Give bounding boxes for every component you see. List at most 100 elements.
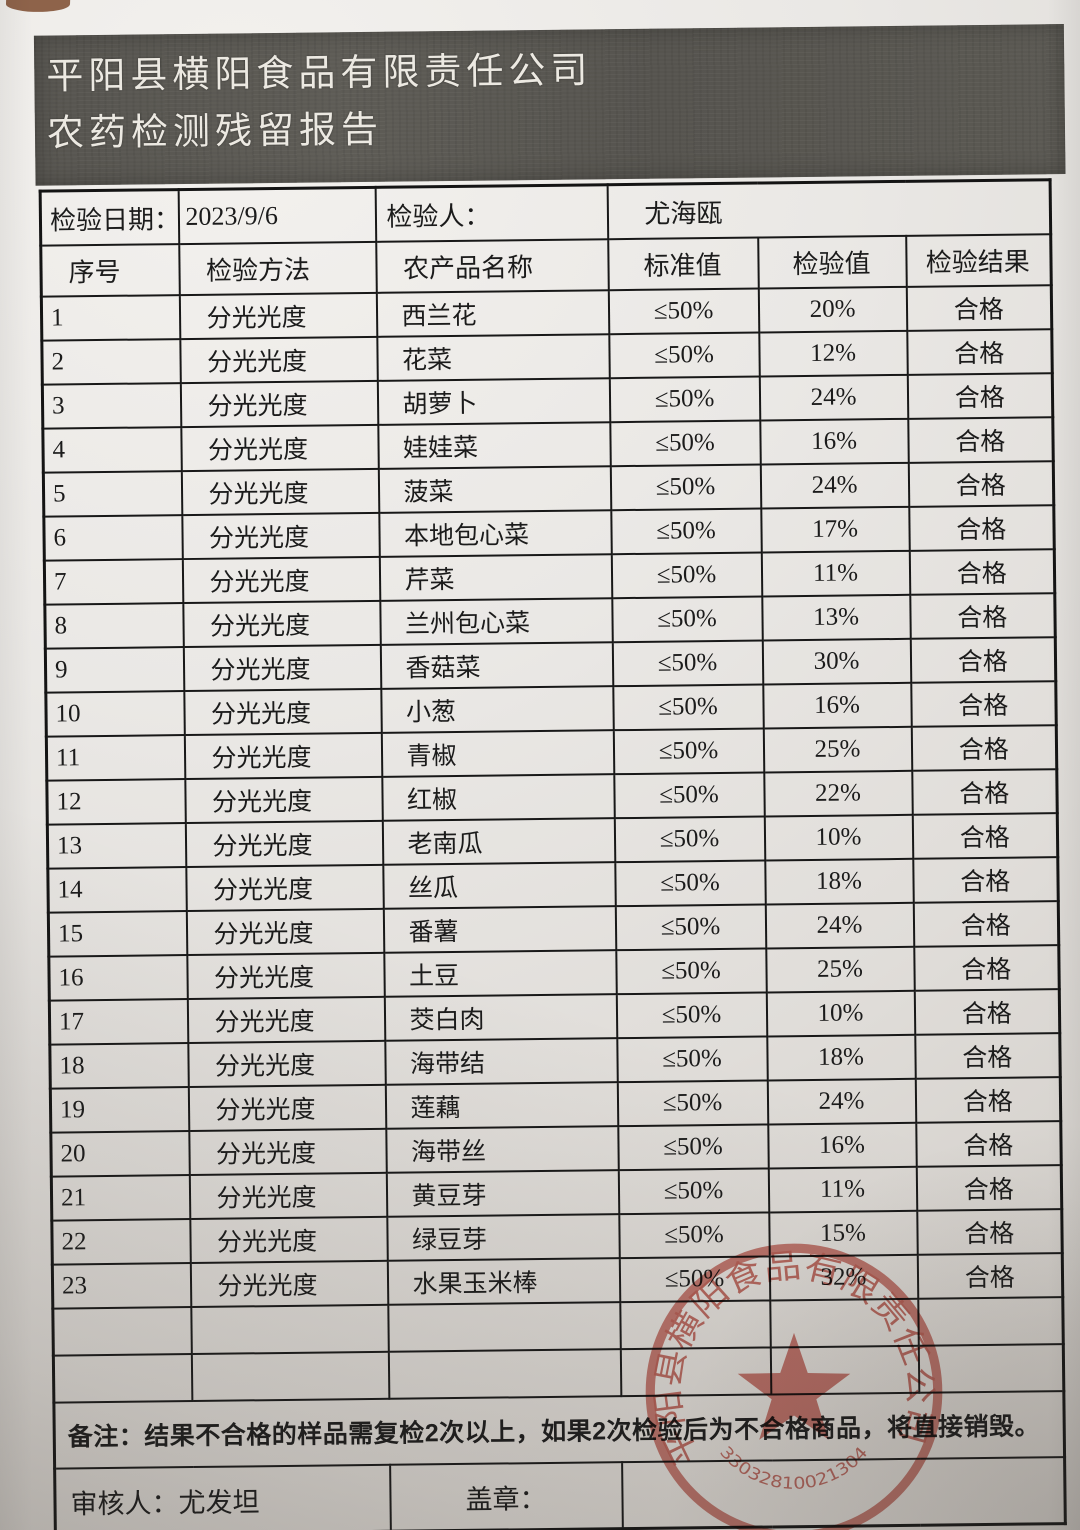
cell-product: 芹菜: [379, 554, 612, 601]
cell-method: 分光光度: [189, 1172, 387, 1220]
cell-result: 合格: [906, 329, 1053, 375]
cell-result: 合格: [913, 945, 1060, 991]
cell-product: 菠菜: [378, 466, 611, 513]
cell-method: 分光光度: [186, 908, 384, 956]
cell-value: 17%: [760, 506, 910, 553]
cell-result: 合格: [916, 1165, 1062, 1211]
reviewer-label: 审核人：: [70, 1487, 179, 1519]
cell-product: 小葱: [380, 686, 614, 733]
cell-no: 8: [44, 603, 184, 649]
cell-standard: ≤50%: [612, 640, 763, 687]
cell-value: 24%: [765, 902, 914, 949]
cell-result: 合格: [910, 637, 1056, 683]
cell-value: 10%: [766, 990, 915, 1037]
cell-no: 1: [41, 295, 180, 341]
report-title: 农药检测残留报告: [46, 110, 384, 155]
cell-standard: ≤50%: [616, 1036, 768, 1083]
cell-method: 分光光度: [188, 1128, 387, 1176]
cell-standard: ≤50%: [613, 728, 764, 775]
cell-no: 21: [51, 1175, 190, 1221]
cell-product: 兰州包心菜: [379, 598, 613, 645]
report-header-band: 平阳县横阳食品有限责任公司 农药检测残留报告: [33, 24, 1066, 186]
cell-no: 5: [43, 471, 182, 517]
empty-cell: [190, 1304, 389, 1355]
stamp-number-text: 33032810021304: [716, 1442, 871, 1493]
cell-method: 分光光度: [184, 732, 382, 780]
cell-no: 20: [50, 1131, 190, 1177]
cell-result: 合格: [906, 285, 1052, 331]
empty-cell: [52, 1307, 192, 1356]
cell-standard: ≤50%: [608, 332, 760, 379]
cell-standard: ≤50%: [617, 1080, 768, 1127]
cell-method: 分光光度: [184, 776, 383, 824]
cell-value: 24%: [760, 462, 909, 509]
cell-result: 合格: [910, 681, 1057, 727]
cell-value: 30%: [762, 638, 911, 685]
cell-no: 11: [46, 735, 185, 781]
cell-no: 7: [44, 559, 183, 605]
cell-result: 合格: [908, 461, 1054, 507]
cell-method: 分光光度: [182, 600, 381, 648]
cell-no: 2: [41, 339, 181, 385]
cell-standard: ≤50%: [614, 860, 766, 907]
cell-product: 海带结: [384, 1038, 618, 1085]
company-stamp: 平阳县横阳食品有限责任公司 33032810021304: [636, 1234, 952, 1530]
cell-product: 红椒: [381, 774, 615, 821]
col-header-standard: 标准值: [607, 237, 759, 291]
cell-value: 10%: [764, 814, 913, 861]
cell-product: 海带丝: [385, 1126, 619, 1173]
cell-standard: ≤50%: [609, 376, 760, 423]
cell-value: 24%: [767, 1078, 916, 1125]
cell-standard: ≤50%: [615, 948, 767, 995]
cell-value: 25%: [763, 726, 912, 773]
cell-method: 分光光度: [180, 424, 379, 472]
cell-no: 10: [45, 691, 185, 737]
cell-product: 绿豆芽: [386, 1214, 620, 1261]
cell-no: 3: [42, 383, 181, 429]
cell-value: 25%: [765, 946, 915, 993]
inspector-label: 检验人：: [375, 184, 608, 242]
stamp-star-icon: [737, 1332, 851, 1440]
cell-product: 莲藕: [385, 1082, 618, 1129]
cell-result: 合格: [909, 549, 1055, 595]
cell-no: 16: [48, 955, 188, 1001]
company-stamp-graphic: 平阳县横阳食品有限责任公司 33032810021304: [645, 1243, 943, 1530]
cell-value: 11%: [761, 550, 910, 597]
cell-method: 分光光度: [185, 864, 384, 912]
col-header-no: 序号: [40, 244, 180, 297]
cell-method: 分光光度: [190, 1260, 388, 1308]
cell-method: 分光光度: [187, 1040, 386, 1088]
inspector-value: 尤海瓯: [607, 179, 1051, 240]
empty-cell: [53, 1354, 192, 1403]
stamp-label-cell: 盖章：: [389, 1462, 623, 1530]
cell-standard: ≤50%: [616, 992, 767, 1039]
cell-result: 合格: [911, 769, 1058, 815]
cell-product: 青椒: [381, 730, 614, 777]
cell-product: 土豆: [383, 950, 617, 997]
cell-standard: ≤50%: [611, 596, 763, 643]
cell-value: 16%: [767, 1122, 917, 1169]
cell-product: 西兰花: [376, 290, 609, 337]
cell-product: 本地包心菜: [378, 510, 612, 557]
cell-standard: ≤50%: [618, 1168, 769, 1215]
cell-no: 19: [50, 1087, 189, 1133]
cell-method: 分光光度: [189, 1216, 388, 1264]
empty-cell: [387, 1302, 621, 1352]
cell-method: 分光光度: [180, 380, 378, 428]
cell-value: 20%: [758, 286, 907, 333]
cell-standard: ≤50%: [610, 464, 761, 511]
cell-standard: ≤50%: [615, 904, 766, 951]
cell-product: 茭白肉: [384, 994, 617, 1041]
cell-no: 6: [43, 515, 183, 561]
cell-result: 合格: [912, 857, 1059, 903]
cell-method: 分光光度: [186, 952, 385, 1000]
cell-value: 13%: [761, 594, 911, 641]
cell-result: 合格: [911, 725, 1057, 771]
cell-result: 合格: [915, 1077, 1061, 1123]
cell-standard: ≤50%: [614, 816, 765, 863]
inspection-date-value: 2023/9/6: [178, 187, 376, 245]
cell-method: 分光光度: [183, 644, 381, 692]
cell-method: 分光光度: [181, 512, 380, 560]
cell-method: 分光光度: [181, 468, 379, 516]
